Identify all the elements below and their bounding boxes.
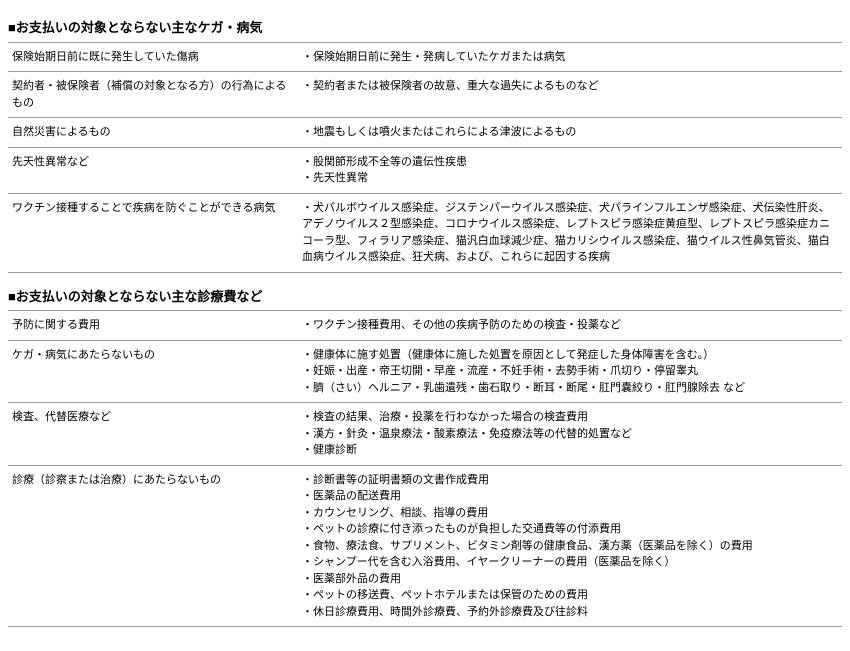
- detail-line: ・休日診療費用、時間外診療費、予約外診療費及び往診料: [302, 604, 838, 621]
- detail-line: ・漢方・針灸・温泉療法・酸素療法・免疫療法等の代替的処置など: [302, 426, 838, 443]
- detail-line: ・妊娠・出産・帝王切開・早産・流産・不妊手術・去勢手術・爪切り・停留睾丸: [302, 363, 838, 380]
- table-row: 検査、代替医療など・検査の結果、治療・投薬を行わなかった場合の検査費用・漢方・針…: [8, 403, 842, 466]
- detail-line: ・犬パルボウイルス感染症、ジステンパーウイルス感染症、犬パラインフルエンザ感染症…: [302, 200, 838, 266]
- row-details: ・地震もしくは噴火またはこれらによる津波によるもの: [298, 118, 842, 148]
- detail-line: ・健康診断: [302, 442, 838, 459]
- detail-line: ・医薬品の配送費用: [302, 488, 838, 505]
- table-row: 診療（診察または治療）にあたらないもの・診断書等の証明書類の文書作成費用・医薬品…: [8, 465, 842, 627]
- table-row: ワクチン接種することで疾病を防ぐことができる病気・犬パルボウイルス感染症、ジステ…: [8, 193, 842, 272]
- detail-line: ・診断書等の証明書類の文書作成費用: [302, 472, 838, 489]
- detail-line: ・ペットの診療に付き添ったものが負担した交通費等の付添費用: [302, 521, 838, 538]
- section1-table: 保険始期日前に既に発生していた傷病・保険始期日前に発生・発病していたケガまたは病…: [8, 42, 842, 273]
- detail-line: ・臍（さい）ヘルニア・乳歯遺残・歯石取り・断耳・断尾・肛門嚢絞り・肛門腺除去 な…: [302, 380, 838, 397]
- section2-header: ■お支払いの対象とならない主な診療費など: [8, 287, 842, 307]
- detail-line: ・地震もしくは噴火またはこれらによる津波によるもの: [302, 124, 838, 141]
- row-details: ・犬パルボウイルス感染症、ジステンパーウイルス感染症、犬パラインフルエンザ感染症…: [298, 193, 842, 272]
- row-label: 先天性異常など: [8, 147, 298, 193]
- section2-table: 予防に関する費用・ワクチン接種費用、その他の疾病予防のための検査・投薬などケガ・…: [8, 310, 842, 627]
- detail-line: ・ワクチン接種費用、その他の疾病予防のための検査・投薬など: [302, 317, 838, 334]
- row-details: ・診断書等の証明書類の文書作成費用・医薬品の配送費用・カウンセリング、相談、指導…: [298, 465, 842, 627]
- row-details: ・検査の結果、治療・投薬を行わなかった場合の検査費用・漢方・針灸・温泉療法・酸素…: [298, 403, 842, 466]
- detail-line: ・股関節形成不全等の遺伝性疾患: [302, 154, 838, 171]
- table-row: ケガ・病気にあたらないもの・健康体に施す処置（健康体に施した処置を原因として発症…: [8, 340, 842, 403]
- table-row: 契約者・被保険者（補償の対象となる方）の行為によるもの・契約者または被保険者の故…: [8, 72, 842, 118]
- detail-line: ・ペットの移送費、ペットホテルまたは保管のための費用: [302, 587, 838, 604]
- table-row: 先天性異常など・股関節形成不全等の遺伝性疾患・先天性異常: [8, 147, 842, 193]
- row-label: 予防に関する費用: [8, 311, 298, 341]
- row-label: ワクチン接種することで疾病を防ぐことができる病気: [8, 193, 298, 272]
- detail-line: ・医薬部外品の費用: [302, 571, 838, 588]
- detail-line: ・カウンセリング、相談、指導の費用: [302, 505, 838, 522]
- row-label: 自然災害によるもの: [8, 118, 298, 148]
- row-label: 診療（診察または治療）にあたらないもの: [8, 465, 298, 627]
- detail-line: ・検査の結果、治療・投薬を行わなかった場合の検査費用: [302, 409, 838, 426]
- row-details: ・保険始期日前に発生・発病していたケガまたは病気: [298, 42, 842, 72]
- detail-line: ・健康体に施す処置（健康体に施した処置を原因として発症した身体障害を含む。）: [302, 347, 838, 364]
- detail-line: ・保険始期日前に発生・発病していたケガまたは病気: [302, 49, 838, 66]
- row-details: ・契約者または被保険者の故意、重大な過失によるものなど: [298, 72, 842, 118]
- detail-line: ・シャンプー代を含む入浴費用、イヤークリーナーの費用（医薬品を除く）: [302, 554, 838, 571]
- detail-line: ・契約者または被保険者の故意、重大な過失によるものなど: [302, 78, 838, 95]
- section1-header: ■お支払いの対象とならない主なケガ・病気: [8, 18, 842, 38]
- row-label: ケガ・病気にあたらないもの: [8, 340, 298, 403]
- table-row: 自然災害によるもの・地震もしくは噴火またはこれらによる津波によるもの: [8, 118, 842, 148]
- row-label: 契約者・被保険者（補償の対象となる方）の行為によるもの: [8, 72, 298, 118]
- table-row: 予防に関する費用・ワクチン接種費用、その他の疾病予防のための検査・投薬など: [8, 311, 842, 341]
- row-details: ・健康体に施す処置（健康体に施した処置を原因として発症した身体障害を含む。）・妊…: [298, 340, 842, 403]
- detail-line: ・先天性異常: [302, 170, 838, 187]
- row-details: ・ワクチン接種費用、その他の疾病予防のための検査・投薬など: [298, 311, 842, 341]
- detail-line: ・食物、療法食、サプリメント、ビタミン剤等の健康食品、漢方薬（医薬品を除く）の費…: [302, 538, 838, 555]
- row-label: 保険始期日前に既に発生していた傷病: [8, 42, 298, 72]
- table-row: 保険始期日前に既に発生していた傷病・保険始期日前に発生・発病していたケガまたは病…: [8, 42, 842, 72]
- row-details: ・股関節形成不全等の遺伝性疾患・先天性異常: [298, 147, 842, 193]
- row-label: 検査、代替医療など: [8, 403, 298, 466]
